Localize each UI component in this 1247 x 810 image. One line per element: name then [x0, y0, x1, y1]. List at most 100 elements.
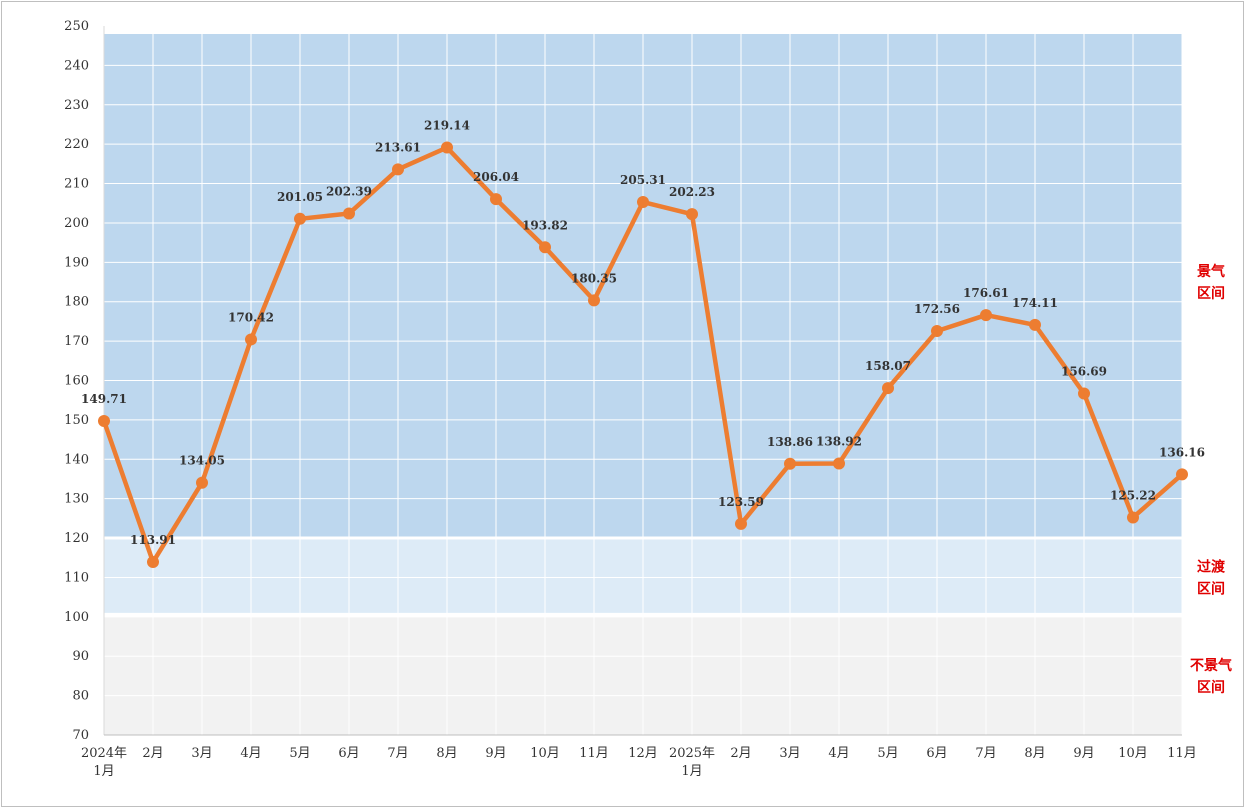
- data-point: [1078, 387, 1090, 400]
- data-label: 180.35: [571, 271, 617, 285]
- zone-label: 过渡: [1197, 558, 1226, 575]
- data-point: [147, 556, 159, 569]
- data-label-layer: 149.71 113.91 134.05 170.42 201.05 202.39 213.…: [81, 119, 1205, 547]
- data-point: [931, 325, 943, 338]
- zone-label: 区间: [1197, 580, 1225, 597]
- data-point: [1029, 318, 1041, 331]
- x-tick-label: 10月: [530, 746, 560, 761]
- data-point: [294, 212, 306, 225]
- data-label: 123.59: [718, 495, 764, 509]
- x-tick-label: 10月: [1118, 746, 1148, 761]
- x-tick-label: 12月: [628, 746, 658, 761]
- grid-layer: [104, 25, 1183, 735]
- x-tick-label: 6月: [926, 746, 947, 761]
- x-tick-label: 2024年: [81, 746, 127, 761]
- y-tick-label: 90: [72, 649, 89, 664]
- data-label: 113.91: [130, 533, 176, 547]
- data-label: 202.23: [669, 185, 715, 199]
- data-label: 138.92: [816, 435, 862, 449]
- y-tick-label: 170: [64, 334, 89, 349]
- data-label: 205.31: [620, 173, 666, 187]
- data-label: 136.16: [1159, 445, 1205, 459]
- x-tick-label: 1月: [681, 764, 702, 779]
- data-label: 201.05: [277, 190, 323, 204]
- x-tick-label: 9月: [485, 746, 506, 761]
- y-tick-label: 110: [64, 570, 89, 585]
- data-label: 174.11: [1012, 296, 1058, 310]
- data-point: [784, 457, 796, 470]
- x-tick-label: 2025年: [669, 746, 715, 761]
- data-point: [490, 193, 502, 206]
- y-tick-label: 220: [64, 137, 89, 152]
- zone-label: 区间: [1197, 679, 1225, 696]
- data-label: 156.69: [1061, 365, 1107, 379]
- x-tick-label: 4月: [240, 746, 261, 761]
- data-label: 219.14: [424, 119, 470, 133]
- y-tick-label: 240: [64, 58, 89, 73]
- data-point: [833, 457, 845, 470]
- data-point: [539, 241, 551, 254]
- x-tick-label: 1月: [93, 764, 114, 779]
- data-label: 193.82: [522, 218, 568, 232]
- zone-label: 景气: [1197, 263, 1225, 280]
- y-axis: 70 80 90 100 110 120 130 140 150 160 170 180 190 200 2…: [64, 19, 105, 743]
- y-tick-label: 190: [64, 255, 89, 270]
- zone-label: 不景气: [1190, 657, 1232, 674]
- data-label: 138.86: [767, 435, 813, 449]
- data-label: 202.39: [326, 185, 372, 199]
- data-point: [1176, 468, 1188, 481]
- y-tick-label: 160: [64, 374, 89, 389]
- data-label: 206.04: [473, 170, 519, 184]
- y-tick-label: 140: [64, 452, 89, 467]
- y-tick-label: 180: [64, 295, 89, 310]
- y-tick-label: 120: [64, 531, 89, 546]
- data-label: 158.07: [865, 359, 911, 373]
- data-point: [588, 294, 600, 307]
- x-axis: 2024年 1月 2月 3月 4月 5月 6月 7月 8月 9月 10月 11月 12月 2025年 1月 2…: [81, 734, 1197, 779]
- data-point: [686, 208, 698, 221]
- x-tick-label: 9月: [1073, 746, 1094, 761]
- zone-label: 区间: [1197, 285, 1225, 302]
- y-tick-label: 200: [64, 216, 89, 231]
- x-tick-label: 3月: [779, 746, 800, 761]
- x-tick-label: 6月: [338, 746, 359, 761]
- data-point: [980, 309, 992, 322]
- x-tick-label: 8月: [436, 746, 457, 761]
- y-tick-label: 210: [64, 177, 89, 192]
- x-tick-label: 5月: [289, 746, 310, 761]
- data-point: [882, 382, 894, 395]
- x-tick-label: 3月: [191, 746, 212, 761]
- x-tick-label: 2月: [142, 746, 163, 761]
- y-tick-label: 130: [64, 492, 89, 507]
- data-point: [637, 196, 649, 209]
- data-point: [1127, 511, 1139, 524]
- x-tick-label: 7月: [975, 746, 996, 761]
- x-tick-label: 5月: [877, 746, 898, 761]
- y-tick-label: 250: [64, 19, 89, 34]
- y-tick-label: 70: [72, 728, 89, 743]
- data-point: [245, 333, 257, 346]
- data-point: [735, 517, 747, 530]
- y-tick-label: 230: [64, 98, 89, 113]
- data-point: [98, 415, 110, 428]
- series-layer: [98, 141, 1188, 569]
- data-label: 170.42: [228, 310, 274, 324]
- data-label: 176.61: [963, 286, 1009, 300]
- y-tick-label: 150: [64, 413, 89, 428]
- data-label: 149.71: [81, 392, 127, 406]
- data-label: 172.56: [914, 302, 960, 316]
- data-point: [343, 207, 355, 220]
- x-tick-label: 2月: [730, 746, 751, 761]
- y-tick-label: 80: [72, 689, 89, 704]
- x-tick-label: 4月: [828, 746, 849, 761]
- x-tick-label: 11月: [579, 746, 609, 761]
- x-tick-label: 11月: [1167, 746, 1197, 761]
- x-tick-label: 7月: [387, 746, 408, 761]
- data-point: [441, 141, 453, 154]
- data-label: 134.05: [179, 454, 225, 468]
- data-point: [196, 476, 208, 489]
- y-tick-label: 100: [64, 610, 89, 625]
- x-tick-label: 8月: [1024, 746, 1045, 761]
